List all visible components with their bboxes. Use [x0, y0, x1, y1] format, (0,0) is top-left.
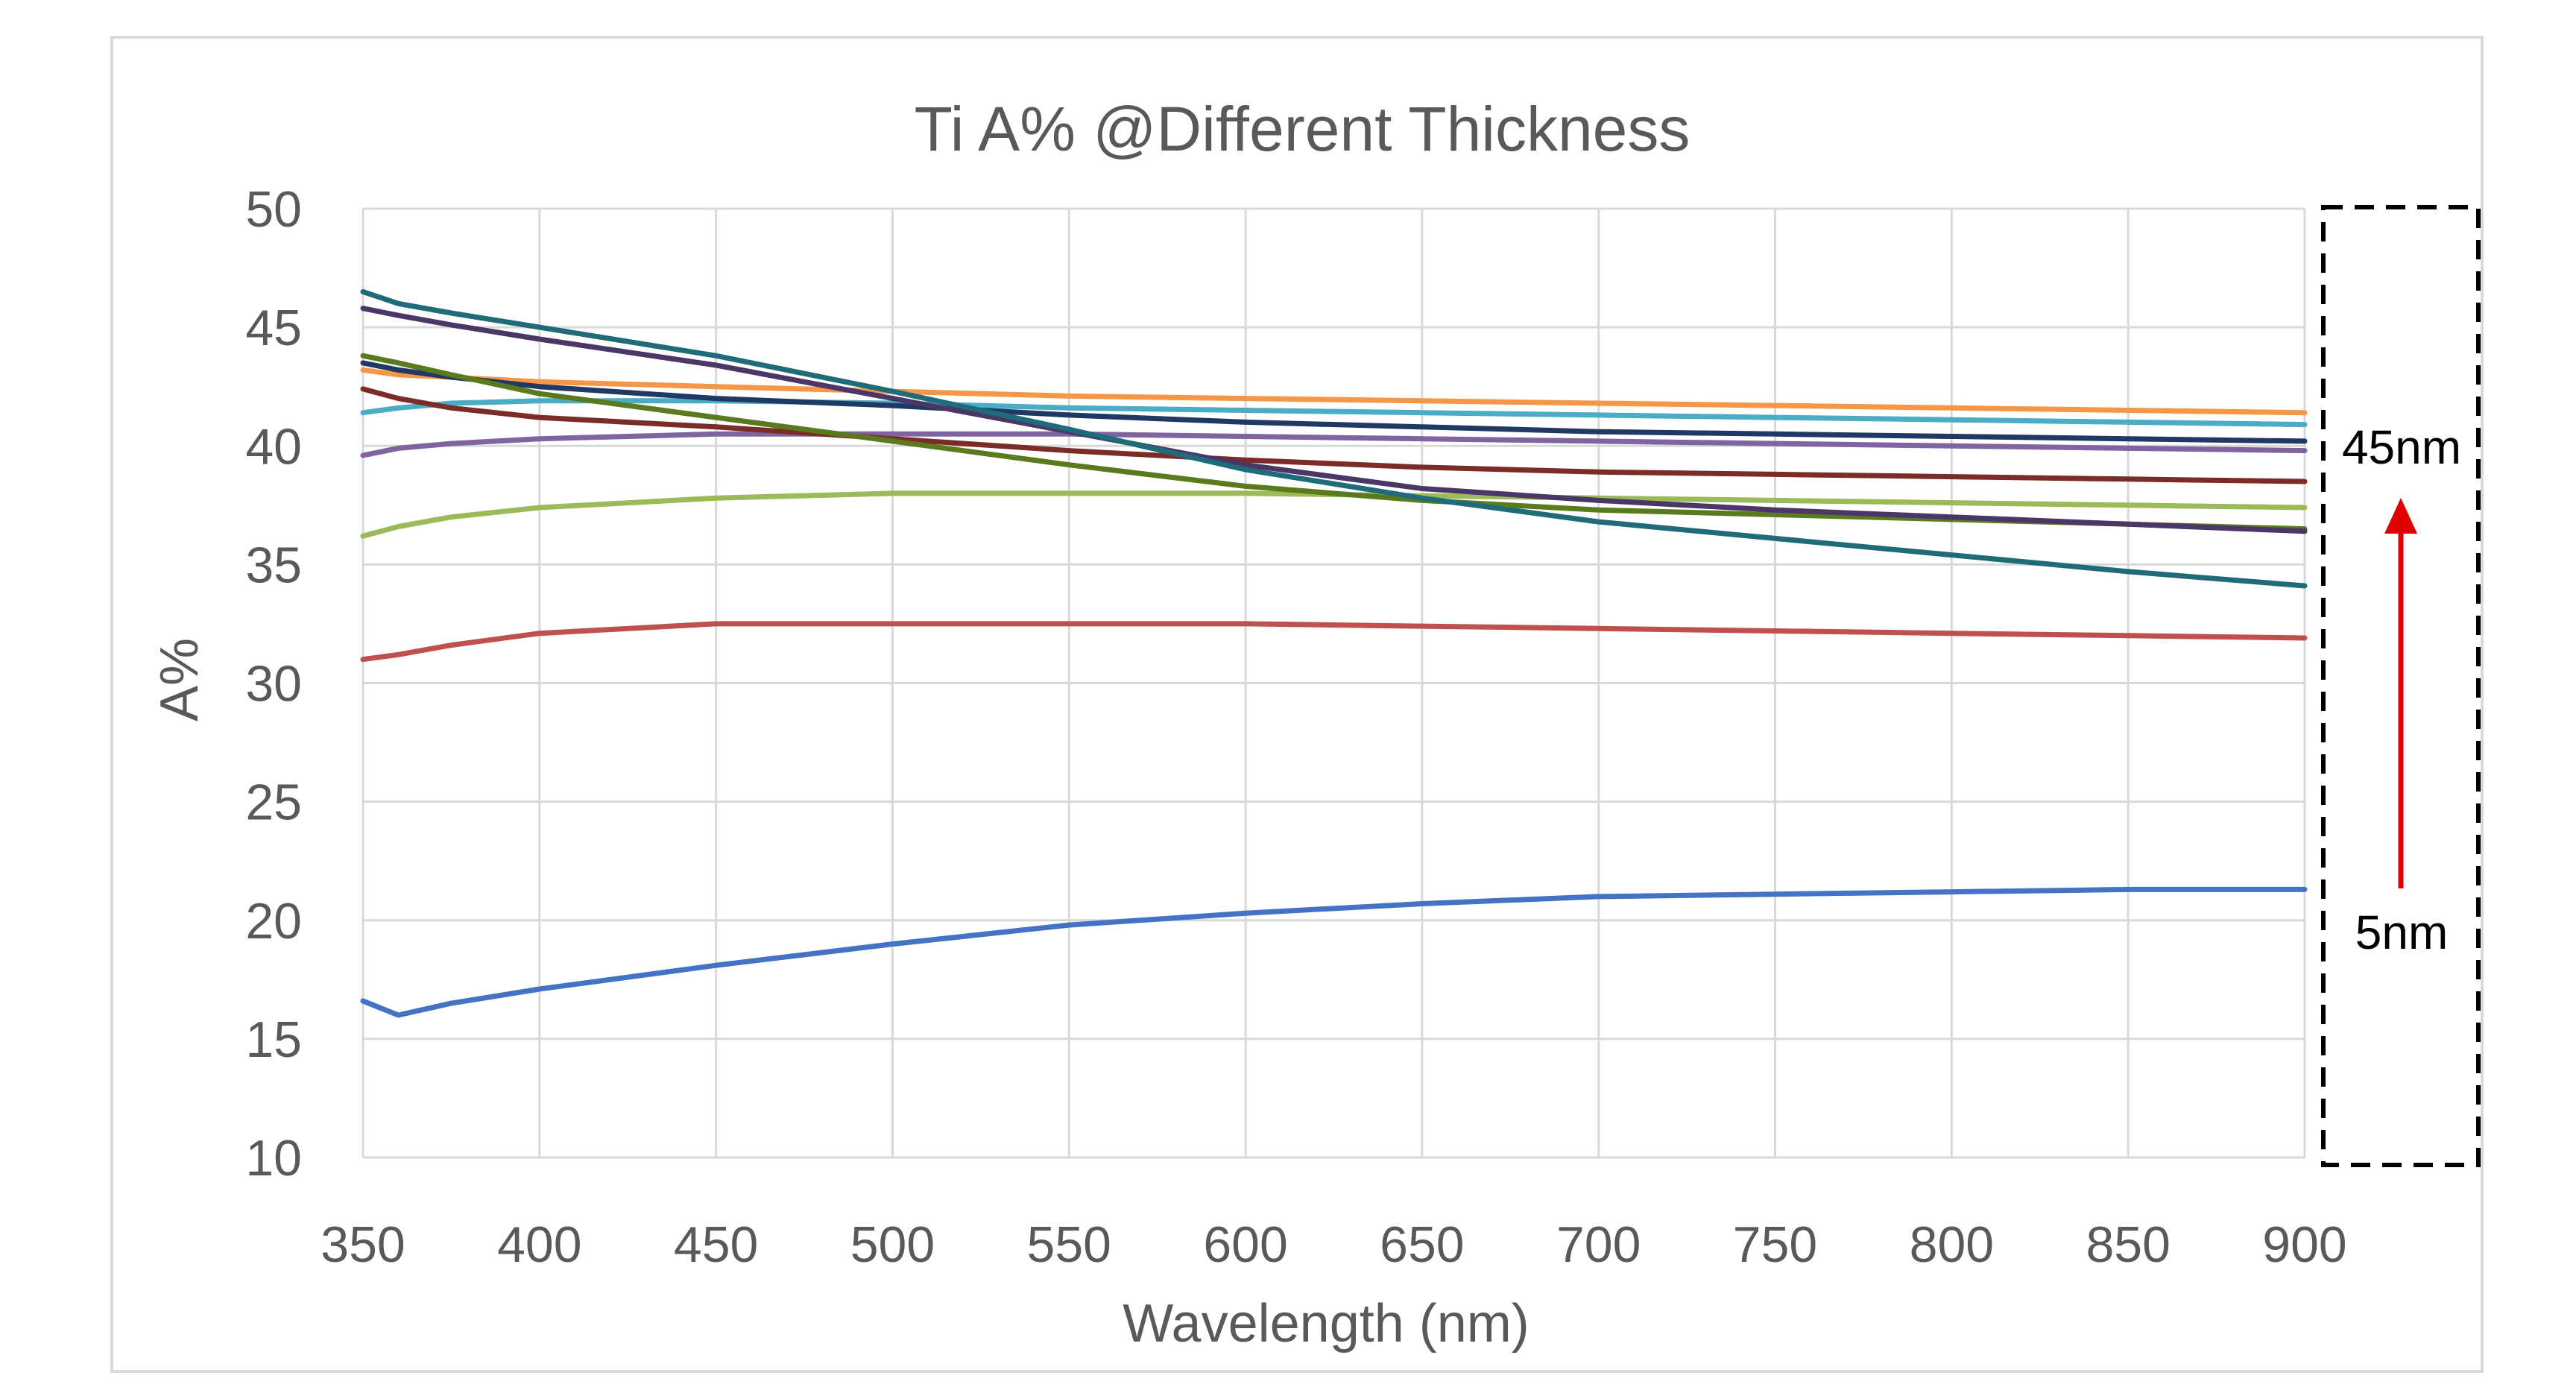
x-tick-label: 350 — [321, 1216, 405, 1273]
y-tick-label: 50 — [245, 181, 302, 238]
series-line-4 — [360, 431, 2308, 458]
x-tick-label: 600 — [1203, 1216, 1287, 1273]
y-tick-label: 10 — [245, 1130, 302, 1187]
y-tick-label: 40 — [245, 418, 302, 475]
x-tick-label: 550 — [1027, 1216, 1111, 1273]
series-line-3 — [360, 490, 2308, 539]
x-tick-label: 650 — [1380, 1216, 1464, 1273]
series-line-8 — [360, 386, 2308, 484]
x-tick-labels: 350 400 450 500 550 600 650 700 750 800 850 900 — [321, 1216, 2346, 1273]
series-line-2 — [360, 621, 2308, 663]
annotation-bottom-label: 5nm — [2355, 906, 2449, 959]
y-tick-label: 25 — [245, 774, 302, 831]
annotation-dashed-box — [2321, 205, 2481, 1167]
x-tick-label: 500 — [850, 1216, 935, 1273]
x-tick-label: 450 — [674, 1216, 758, 1273]
y-tick-label: 30 — [245, 656, 302, 713]
y-axis-title: A% — [150, 638, 209, 721]
series-layer — [360, 288, 2308, 1018]
y-tick-labels: 10 15 20 25 30 35 40 45 50 — [245, 181, 302, 1187]
y-tick-label: 15 — [245, 1011, 302, 1068]
series-line-1 — [360, 886, 2308, 1018]
chart-title: Ti A% @Different Thickness — [915, 94, 1690, 164]
annotation-arrow-head — [2384, 498, 2417, 534]
x-tick-label: 900 — [2262, 1216, 2346, 1273]
x-axis-title: Wavelength (nm) — [1123, 1294, 1530, 1354]
x-tick-label: 400 — [497, 1216, 581, 1273]
y-tick-label: 35 — [245, 537, 302, 593]
annotation-top-label: 45nm — [2342, 420, 2461, 474]
y-tick-label: 20 — [245, 893, 302, 950]
x-tick-label: 700 — [1556, 1216, 1641, 1273]
x-tick-label: 850 — [2086, 1216, 2170, 1273]
chart-area-border — [110, 36, 2484, 1373]
series-line-5 — [360, 398, 2308, 428]
series-line-11 — [360, 288, 2308, 589]
y-tick-label: 45 — [245, 300, 302, 356]
x-tick-label: 800 — [1910, 1216, 1994, 1273]
x-tick-label: 750 — [1733, 1216, 1817, 1273]
series-line-9 — [360, 353, 2308, 532]
